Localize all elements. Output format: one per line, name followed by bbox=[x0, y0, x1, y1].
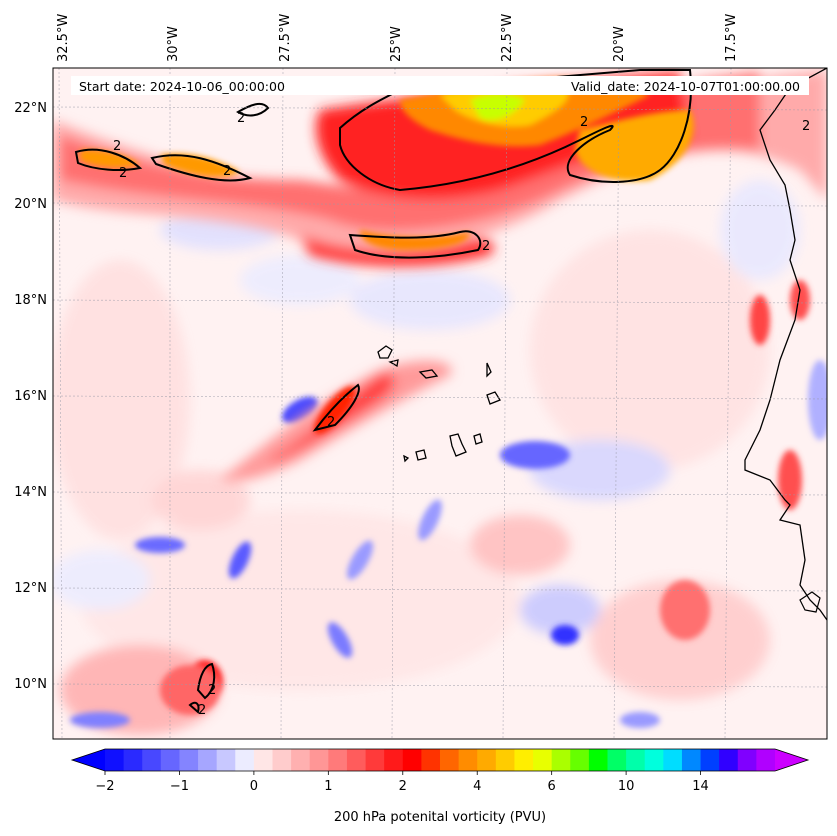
colorbar-cell bbox=[440, 749, 460, 771]
colorbar-cell bbox=[160, 749, 180, 771]
contour-label: 2 bbox=[198, 703, 206, 718]
colorbar-cell bbox=[495, 749, 515, 771]
colorbar-cell bbox=[607, 749, 627, 771]
colorbar-cell bbox=[123, 749, 143, 771]
header-bar bbox=[71, 76, 809, 95]
colorbar-cell bbox=[384, 749, 404, 771]
contour-label: 2 bbox=[237, 111, 245, 126]
contour-labels: 2 2 2 2 2 2 2 2 2 2 bbox=[113, 111, 810, 718]
colorbar-cell bbox=[533, 749, 553, 771]
contour-label: 2 bbox=[208, 683, 216, 698]
colorbar-over-triangle bbox=[775, 749, 808, 771]
lat-label: 22°N bbox=[14, 101, 47, 116]
colorbar-cell bbox=[514, 749, 534, 771]
colorbar-cell bbox=[700, 749, 720, 771]
colorbar-cell bbox=[681, 749, 701, 771]
colorbar-cell bbox=[179, 749, 199, 771]
colorbar-cell bbox=[719, 749, 739, 771]
lon-label: 25°W bbox=[389, 26, 404, 62]
contour-label: 2 bbox=[119, 166, 127, 181]
contour-label: 2 bbox=[223, 164, 231, 179]
contour-label: 2 bbox=[802, 119, 810, 134]
colorbar: −2 −1 0 1 2 4 6 10 14 200 hPa potenital vorticit… bbox=[70, 748, 810, 825]
colorbar-cell bbox=[253, 749, 273, 771]
contour-label: 2 bbox=[482, 239, 490, 254]
colorbar-cell bbox=[291, 749, 311, 771]
colorbar-cell bbox=[626, 749, 646, 771]
colorbar-label: 200 hPa potenital vorticity (PVU) bbox=[334, 810, 546, 825]
colorbar-cell bbox=[737, 749, 757, 771]
colorbar-tick-label: 4 bbox=[473, 779, 481, 794]
lon-label: 32.5°W bbox=[56, 14, 71, 62]
colorbar-cell bbox=[551, 749, 571, 771]
colorbar-cell bbox=[570, 749, 590, 771]
lat-label: 10°N bbox=[14, 677, 47, 692]
plot-frame bbox=[52, 67, 828, 740]
colorbar-tick-label: 14 bbox=[692, 779, 709, 794]
colorbar-cell bbox=[235, 749, 255, 771]
lon-label: 17.5°W bbox=[724, 14, 739, 62]
contour-label: 2 bbox=[327, 415, 335, 430]
colorbar-cell bbox=[328, 749, 348, 771]
colorbar-cell bbox=[756, 749, 776, 771]
colorbar-cell bbox=[477, 749, 497, 771]
latitude-labels: 22°N 20°N 18°N 16°N 14°N 12°N 10°N bbox=[14, 101, 47, 692]
colorbar-cell bbox=[588, 749, 608, 771]
pv-field bbox=[53, 68, 827, 739]
lon-label: 27.5°W bbox=[278, 14, 293, 62]
colorbar-cell bbox=[272, 749, 292, 771]
contour-label: 2 bbox=[580, 115, 588, 130]
colorbar-cell bbox=[309, 749, 329, 771]
graticule bbox=[53, 68, 827, 739]
contour-label: 2 bbox=[113, 139, 121, 154]
colorbar-cell bbox=[402, 749, 422, 771]
colorbar-cell bbox=[346, 749, 366, 771]
colorbar-tick-label: −2 bbox=[95, 779, 114, 794]
colorbar-tick-label: 1 bbox=[324, 779, 332, 794]
colorbar-ticks: −2 −1 0 1 2 4 6 10 14 bbox=[95, 771, 709, 794]
colorbar-cell bbox=[216, 749, 236, 771]
colorbar-tick-label: −1 bbox=[170, 779, 189, 794]
lon-label: 30°W bbox=[166, 26, 181, 62]
colorbar-cell bbox=[105, 749, 125, 771]
colorbar-cell bbox=[644, 749, 664, 771]
start-date-label: Start date: 2024-10-06_00:00:00 bbox=[79, 79, 285, 94]
lat-label: 16°N bbox=[14, 389, 47, 404]
longitude-labels: 32.5°W 30°W 27.5°W 25°W 22.5°W 20°W 17.5… bbox=[56, 14, 739, 62]
colorbar-cell bbox=[198, 749, 218, 771]
lon-label: 20°W bbox=[612, 26, 627, 62]
colorbar-cells bbox=[105, 749, 776, 771]
lon-label: 22.5°W bbox=[500, 14, 515, 62]
colorbar-cell bbox=[421, 749, 441, 771]
colorbar-cell bbox=[365, 749, 385, 771]
lat-label: 18°N bbox=[14, 293, 47, 308]
colorbar-cell bbox=[142, 749, 162, 771]
colorbar-tick-label: 0 bbox=[250, 779, 258, 794]
lat-label: 12°N bbox=[14, 581, 47, 596]
colorbar-tick-label: 6 bbox=[548, 779, 556, 794]
colorbar-tick-label: 10 bbox=[618, 779, 635, 794]
colorbar-cell bbox=[663, 749, 683, 771]
colorbar-cell bbox=[458, 749, 478, 771]
valid-date-label: Valid_date: 2024-10-07T01:00:00.00 bbox=[571, 79, 800, 94]
lat-label: 14°N bbox=[14, 485, 47, 500]
colorbar-under-triangle bbox=[72, 749, 105, 771]
lat-label: 20°N bbox=[14, 197, 47, 212]
colorbar-tick-label: 2 bbox=[399, 779, 407, 794]
